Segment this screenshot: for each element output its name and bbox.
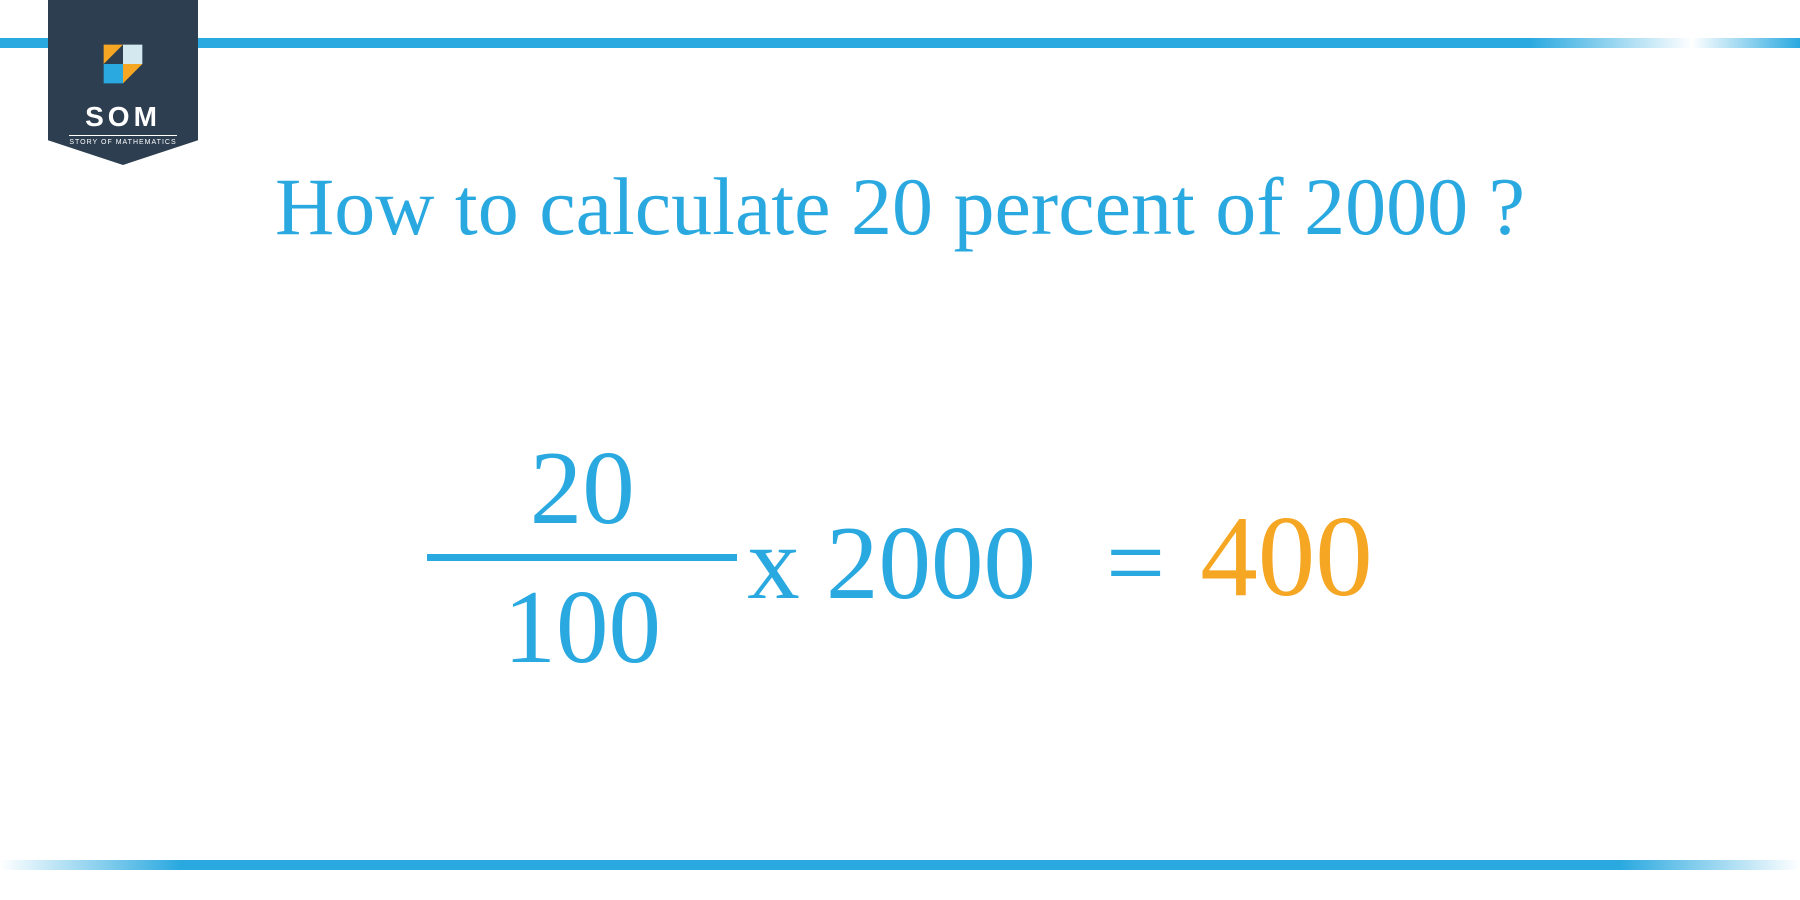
- multiplicand: 2000: [826, 504, 1036, 621]
- equation-container: 20 100 x 2000 = 400: [0, 430, 1800, 684]
- bottom-accent-bar: [0, 860, 1800, 870]
- logo-abbreviation: SOM: [85, 103, 161, 131]
- denominator: 100: [504, 569, 662, 685]
- top-accent-bar: [0, 38, 1800, 48]
- operator: x: [747, 504, 800, 621]
- logo-badge: SOM STORY OF MATHEMATICS: [48, 0, 198, 165]
- fraction: 20 100: [427, 430, 737, 684]
- result-value: 400: [1200, 491, 1373, 623]
- numerator: 20: [530, 430, 635, 546]
- fraction-bar: [427, 554, 737, 561]
- page-title: How to calculate 20 percent of 2000 ?: [0, 160, 1800, 254]
- logo-icon: [94, 35, 152, 93]
- multiply-expression: x 2000: [747, 502, 1036, 623]
- equals-sign: =: [1106, 502, 1165, 623]
- logo-fullname: STORY OF MATHEMATICS: [69, 135, 176, 146]
